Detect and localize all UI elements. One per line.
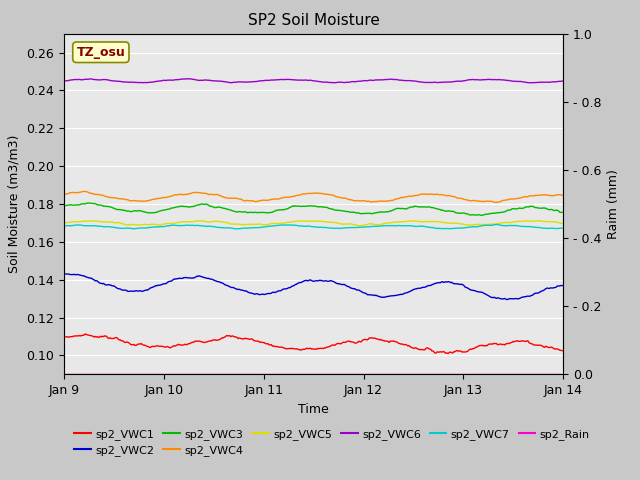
sp2_Rain bbox=[513, 372, 521, 377]
sp2_VWC6 bbox=[559, 78, 567, 84]
sp2_VWC5 bbox=[356, 223, 364, 228]
sp2_Rain bbox=[60, 372, 68, 377]
sp2_VWC3 bbox=[60, 203, 68, 209]
sp2_VWC2 bbox=[216, 279, 224, 285]
sp2_VWC2 bbox=[61, 271, 69, 277]
Line: sp2_VWC2: sp2_VWC2 bbox=[64, 274, 563, 300]
sp2_VWC7 bbox=[216, 225, 223, 230]
sp2_VWC3 bbox=[428, 205, 436, 211]
sp2_VWC4 bbox=[491, 200, 499, 205]
sp2_VWC3 bbox=[516, 205, 524, 211]
sp2_VWC4 bbox=[364, 198, 372, 204]
sp2_VWC6 bbox=[183, 76, 191, 82]
sp2_VWC2 bbox=[60, 271, 68, 277]
sp2_Rain bbox=[271, 372, 278, 377]
sp2_VWC5 bbox=[428, 219, 436, 225]
sp2_Rain bbox=[427, 372, 435, 377]
Title: SP2 Soil Moisture: SP2 Soil Moisture bbox=[248, 13, 380, 28]
sp2_VWC4 bbox=[428, 192, 436, 197]
sp2_VWC1 bbox=[428, 348, 436, 354]
sp2_VWC6 bbox=[516, 79, 524, 84]
sp2_VWC1 bbox=[60, 334, 68, 340]
Text: TZ_osu: TZ_osu bbox=[77, 46, 125, 59]
Line: sp2_VWC4: sp2_VWC4 bbox=[64, 192, 563, 203]
sp2_VWC6 bbox=[216, 78, 224, 84]
sp2_VWC3 bbox=[86, 200, 94, 206]
sp2_VWC7 bbox=[60, 223, 68, 228]
sp2_VWC1 bbox=[81, 331, 89, 337]
sp2_Rain bbox=[364, 372, 371, 377]
sp2_VWC5 bbox=[216, 219, 223, 225]
sp2_VWC6 bbox=[365, 77, 373, 83]
Line: sp2_VWC3: sp2_VWC3 bbox=[64, 203, 563, 216]
sp2_VWC2 bbox=[340, 282, 348, 288]
sp2_VWC4 bbox=[60, 192, 68, 197]
sp2_VWC6 bbox=[272, 77, 280, 83]
Line: sp2_VWC5: sp2_VWC5 bbox=[64, 221, 563, 226]
sp2_VWC2 bbox=[272, 289, 280, 295]
sp2_Rain bbox=[216, 372, 223, 377]
sp2_VWC3 bbox=[272, 208, 280, 214]
sp2_VWC3 bbox=[340, 208, 348, 214]
sp2_VWC6 bbox=[330, 80, 338, 86]
sp2_VWC1 bbox=[516, 338, 524, 344]
sp2_Rain bbox=[339, 372, 347, 377]
sp2_VWC6 bbox=[60, 78, 68, 84]
sp2_VWC7 bbox=[272, 223, 280, 228]
sp2_VWC7 bbox=[428, 225, 436, 230]
sp2_VWC5 bbox=[364, 221, 372, 227]
sp2_Rain bbox=[559, 372, 567, 377]
Y-axis label: Raim (mm): Raim (mm) bbox=[607, 169, 620, 239]
sp2_VWC7 bbox=[493, 222, 501, 228]
sp2_VWC7 bbox=[340, 225, 348, 231]
sp2_VWC1 bbox=[559, 348, 567, 353]
sp2_VWC7 bbox=[516, 223, 524, 229]
X-axis label: Time: Time bbox=[298, 403, 329, 416]
sp2_VWC2 bbox=[516, 296, 524, 301]
sp2_VWC5 bbox=[515, 218, 522, 224]
sp2_VWC1 bbox=[444, 350, 451, 356]
sp2_VWC5 bbox=[60, 220, 68, 226]
sp2_VWC3 bbox=[478, 213, 486, 218]
sp2_VWC4 bbox=[82, 189, 90, 194]
sp2_VWC1 bbox=[216, 336, 224, 342]
sp2_VWC5 bbox=[536, 218, 543, 224]
Line: sp2_VWC1: sp2_VWC1 bbox=[64, 334, 563, 353]
sp2_VWC6 bbox=[429, 80, 436, 85]
sp2_VWC4 bbox=[340, 195, 348, 201]
sp2_VWC4 bbox=[559, 193, 567, 199]
sp2_VWC7 bbox=[559, 225, 567, 231]
sp2_VWC5 bbox=[339, 221, 347, 227]
sp2_VWC2 bbox=[364, 292, 372, 298]
sp2_VWC1 bbox=[364, 336, 372, 342]
sp2_VWC3 bbox=[216, 204, 224, 210]
sp2_VWC4 bbox=[516, 195, 524, 201]
sp2_VWC4 bbox=[272, 196, 280, 202]
sp2_VWC2 bbox=[559, 283, 567, 288]
sp2_VWC6 bbox=[342, 80, 349, 85]
sp2_VWC7 bbox=[233, 226, 241, 232]
Y-axis label: Soil Moisture (m3/m3): Soil Moisture (m3/m3) bbox=[8, 135, 21, 273]
Line: sp2_VWC6: sp2_VWC6 bbox=[64, 79, 563, 83]
sp2_VWC3 bbox=[559, 210, 567, 216]
sp2_VWC5 bbox=[271, 220, 278, 226]
sp2_VWC4 bbox=[216, 193, 224, 199]
Legend: sp2_VWC1, sp2_VWC2, sp2_VWC3, sp2_VWC4, sp2_VWC5, sp2_VWC6, sp2_VWC7, sp2_Rain: sp2_VWC1, sp2_VWC2, sp2_VWC3, sp2_VWC4, … bbox=[70, 424, 595, 460]
sp2_VWC3 bbox=[364, 211, 372, 216]
sp2_VWC1 bbox=[340, 339, 348, 345]
sp2_VWC2 bbox=[428, 282, 436, 288]
Line: sp2_VWC7: sp2_VWC7 bbox=[64, 225, 563, 229]
sp2_VWC1 bbox=[272, 344, 280, 349]
sp2_VWC5 bbox=[559, 221, 567, 227]
sp2_VWC7 bbox=[364, 224, 372, 230]
sp2_VWC2 bbox=[503, 297, 511, 302]
